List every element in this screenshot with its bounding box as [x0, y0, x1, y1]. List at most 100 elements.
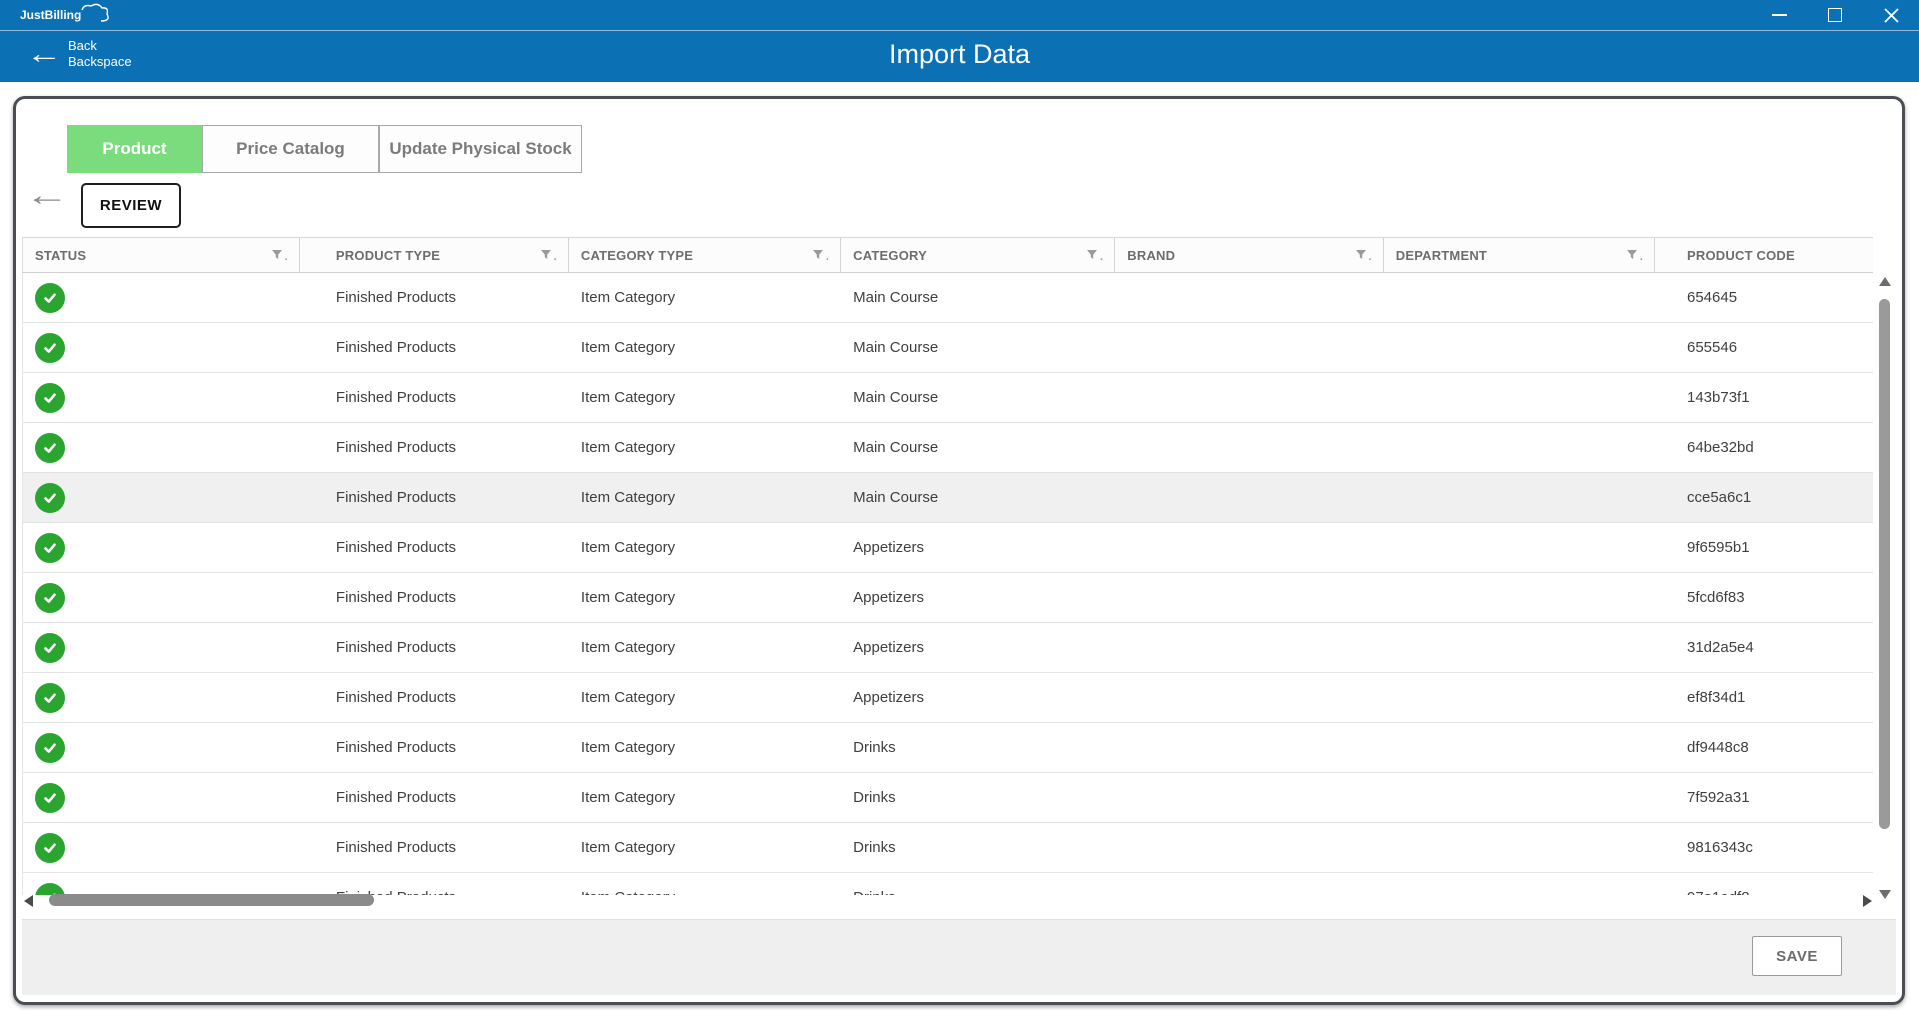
table-row[interactable]: Finished Products Item Category Main Cou… — [23, 373, 1873, 423]
justbilling-logo: JustBilling — [18, 0, 138, 30]
status-cell — [23, 573, 300, 622]
department-cell — [1384, 423, 1655, 472]
filter-icon[interactable]: . — [812, 249, 829, 263]
category-cell: Main Course — [853, 289, 939, 306]
table-row[interactable]: Finished Products Item Category Main Cou… — [23, 323, 1873, 373]
filter-icon[interactable]: . — [540, 249, 557, 263]
window-titlebar: JustBilling — [0, 0, 1919, 31]
main-card: Product Price Catalog Update Physical St… — [13, 96, 1905, 1005]
product-code-cell: 654645 — [1686, 289, 1738, 306]
department-cell — [1384, 573, 1655, 622]
category-cell: Main Course — [853, 439, 939, 456]
category-cell: Drinks — [853, 739, 896, 756]
close-button[interactable] — [1863, 0, 1919, 30]
column-header-category-type: CATEGORY TYPE . — [569, 238, 842, 272]
brand-cell — [1115, 523, 1383, 572]
scroll-down-icon[interactable] — [1879, 890, 1891, 899]
category-type-cell: Item Category — [580, 839, 676, 856]
product-type-cell: Finished Products — [335, 789, 456, 806]
category-cell: Appetizers — [853, 639, 924, 656]
department-cell — [1384, 323, 1655, 372]
filter-icon[interactable]: . — [271, 249, 288, 263]
scroll-left-icon[interactable] — [24, 895, 33, 907]
filter-icon[interactable]: . — [1086, 249, 1103, 263]
category-type-cell: Item Category — [580, 489, 676, 506]
status-cell — [23, 823, 300, 872]
tab-product[interactable]: Product — [67, 125, 202, 173]
product-code-cell: 64be32bd — [1686, 439, 1754, 456]
table-row[interactable]: Finished Products Item Category Appetize… — [23, 523, 1873, 573]
footer-bar — [22, 919, 1896, 995]
table-row[interactable]: Finished Products Item Category Appetize… — [23, 673, 1873, 723]
scroll-right-icon[interactable] — [1863, 895, 1872, 907]
maximize-button[interactable] — [1807, 0, 1863, 30]
department-cell — [1384, 723, 1655, 772]
product-code-cell: 143b73f1 — [1686, 389, 1750, 406]
table-row[interactable]: Finished Products Item Category Appetize… — [23, 573, 1873, 623]
tab-update-physical-stock[interactable]: Update Physical Stock — [379, 125, 582, 173]
app-header: ← Back Backspace Import Data — [0, 31, 1919, 82]
back-label: Back Backspace — [68, 38, 132, 69]
status-cell — [23, 473, 300, 522]
tab-price-catalog[interactable]: Price Catalog — [202, 125, 379, 173]
brand-cell — [1115, 773, 1383, 822]
save-button[interactable]: SAVE — [1752, 936, 1842, 976]
success-check-icon — [35, 782, 65, 813]
category-type-cell: Item Category — [580, 739, 676, 756]
department-cell — [1384, 473, 1655, 522]
brand-cell — [1115, 823, 1383, 872]
table-row[interactable]: Finished Products Item Category Drinks 7… — [23, 773, 1873, 823]
filter-icon[interactable]: . — [1355, 249, 1372, 263]
status-cell — [23, 423, 300, 472]
horizontal-scrollbar[interactable] — [22, 893, 1874, 908]
minimize-button[interactable] — [1751, 0, 1807, 30]
product-type-cell: Finished Products — [335, 539, 456, 556]
product-code-cell: 655546 — [1686, 339, 1738, 356]
table-row[interactable]: Finished Products Item Category Drinks 9… — [23, 873, 1873, 895]
department-cell — [1384, 623, 1655, 672]
table-row[interactable]: Finished Products Item Category Drinks d… — [23, 723, 1873, 773]
department-cell — [1384, 523, 1655, 572]
scroll-up-icon[interactable] — [1879, 277, 1891, 286]
vertical-scrollbar[interactable] — [1878, 273, 1892, 903]
department-cell — [1384, 673, 1655, 722]
department-cell — [1384, 773, 1655, 822]
column-header-brand: BRAND . — [1115, 238, 1384, 272]
brand-cell — [1115, 723, 1383, 772]
table-header: STATUS . PRODUCT TYPE . CATEGORY TYPE . … — [22, 237, 1873, 273]
vertical-scroll-thumb[interactable] — [1879, 299, 1890, 829]
category-type-cell: Item Category — [580, 539, 676, 556]
table-body: Finished Products Item Category Main Cou… — [22, 273, 1873, 895]
success-check-icon — [35, 482, 65, 513]
filter-icon[interactable]: . — [1626, 249, 1643, 263]
category-type-cell: Item Category — [580, 289, 676, 306]
status-cell — [23, 323, 300, 372]
brand-cell — [1115, 323, 1383, 372]
review-button[interactable]: REVIEW — [81, 183, 181, 228]
category-cell: Drinks — [853, 839, 896, 856]
table-row[interactable]: Finished Products Item Category Main Cou… — [23, 473, 1873, 523]
brand-cell — [1115, 423, 1383, 472]
category-type-cell: Item Category — [569, 873, 841, 895]
table-row[interactable]: Finished Products Item Category Drinks 9… — [23, 823, 1873, 873]
status-cell — [23, 373, 300, 422]
brand-cell — [1115, 473, 1383, 522]
success-check-icon — [35, 832, 65, 863]
table-row[interactable]: Finished Products Item Category Main Cou… — [23, 273, 1873, 323]
back-arrow-icon: ← — [25, 38, 63, 69]
column-header-product-type: PRODUCT TYPE . — [300, 238, 569, 272]
category-cell: Main Course — [853, 339, 939, 356]
table-row[interactable]: Finished Products Item Category Main Cou… — [23, 423, 1873, 473]
horizontal-scroll-thumb[interactable] — [49, 894, 374, 906]
department-cell — [1384, 273, 1655, 322]
product-type-cell: Finished Products — [335, 689, 456, 706]
product-type-cell: Finished Products — [335, 339, 456, 356]
table-row[interactable]: Finished Products Item Category Appetize… — [23, 623, 1873, 673]
success-check-icon — [35, 632, 65, 663]
product-code-cell: df9448c8 — [1686, 739, 1749, 756]
page-title: Import Data — [888, 39, 1031, 69]
back-button[interactable]: ← Back Backspace — [26, 38, 132, 70]
status-cell — [23, 873, 300, 895]
back-step-arrow-icon[interactable]: ← — [24, 179, 70, 212]
product-code-cell: 97a1edf8 — [1655, 873, 1873, 895]
